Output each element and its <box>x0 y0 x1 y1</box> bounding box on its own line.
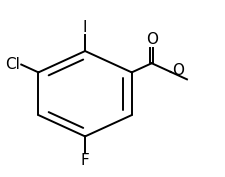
Text: O: O <box>146 32 158 47</box>
Text: O: O <box>173 63 184 78</box>
Text: F: F <box>81 153 90 168</box>
Text: Cl: Cl <box>5 57 20 72</box>
Text: I: I <box>83 20 87 35</box>
